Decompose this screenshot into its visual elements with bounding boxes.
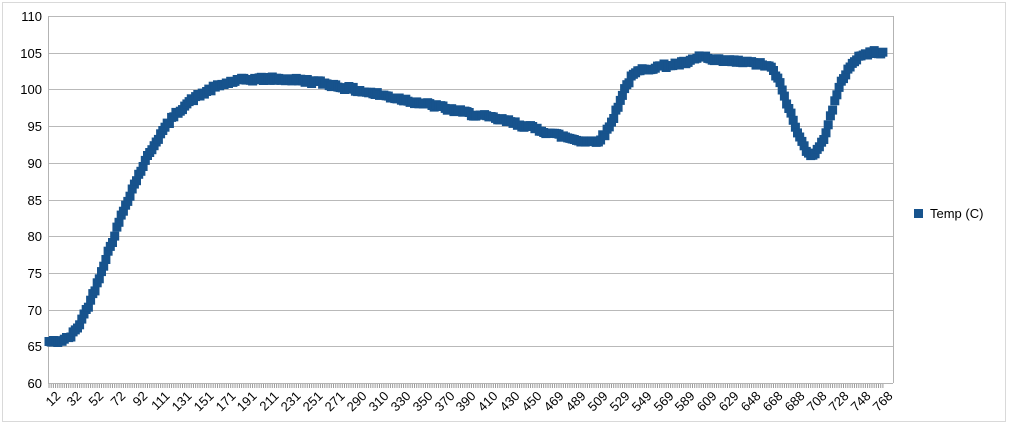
data-point-marker bbox=[779, 91, 789, 101]
y-tick-label: 80 bbox=[28, 229, 42, 244]
data-point-marker bbox=[600, 131, 610, 141]
y-tick-label: 105 bbox=[20, 46, 42, 61]
data-point-marker bbox=[153, 134, 163, 144]
axes bbox=[48, 16, 894, 384]
data-point-marker bbox=[83, 302, 93, 312]
y-tick-label: 110 bbox=[21, 9, 42, 24]
data-point-marker bbox=[615, 95, 625, 105]
data-point-marker bbox=[609, 114, 619, 123]
data-point-marker bbox=[624, 78, 634, 88]
y-tick-label: 60 bbox=[28, 376, 42, 391]
data-point-marker bbox=[66, 332, 76, 342]
data-point-marker bbox=[99, 261, 109, 271]
gridlines bbox=[48, 16, 893, 384]
data-point-marker bbox=[112, 222, 122, 232]
data-point-marker bbox=[118, 206, 128, 216]
data-point-marker bbox=[825, 111, 835, 121]
data-point-marker bbox=[821, 128, 831, 138]
data-point-marker bbox=[136, 166, 146, 176]
data-point-marker bbox=[823, 120, 833, 130]
data-point-marker bbox=[790, 122, 800, 132]
data-point-marker bbox=[814, 142, 824, 152]
y-tick-label: 90 bbox=[28, 156, 42, 171]
legend: Temp (C) bbox=[914, 206, 983, 221]
data-point-marker bbox=[819, 135, 829, 144]
data-point-marker bbox=[786, 108, 796, 118]
data-point-marker bbox=[125, 191, 135, 201]
data-point-marker bbox=[127, 184, 137, 194]
y-tick-label: 70 bbox=[28, 303, 42, 318]
data-point-marker bbox=[784, 104, 794, 113]
data-point-marker bbox=[114, 217, 124, 227]
data-point-marker bbox=[90, 286, 100, 296]
data-point-marker bbox=[604, 122, 614, 132]
data-point-marker bbox=[97, 267, 106, 277]
data-point-marker bbox=[769, 66, 778, 75]
data-point-marker bbox=[108, 238, 117, 247]
data-point-marker bbox=[123, 196, 133, 206]
data-point-marker bbox=[140, 155, 150, 165]
data-point-marker bbox=[613, 102, 623, 112]
data-point-marker bbox=[94, 274, 104, 284]
data-point-marker bbox=[878, 47, 888, 57]
data-point-marker bbox=[75, 320, 85, 330]
data-point-marker bbox=[832, 90, 842, 100]
data-point-marker bbox=[86, 295, 96, 305]
data-point-marker bbox=[775, 78, 785, 88]
data-point-marker bbox=[110, 231, 120, 241]
data-point-marker bbox=[777, 85, 787, 95]
series-temp-markers bbox=[44, 46, 888, 347]
data-point-marker bbox=[834, 82, 844, 92]
legend-series-label: Temp (C) bbox=[930, 206, 984, 221]
legend-marker-swatch bbox=[914, 209, 923, 218]
data-point-marker bbox=[103, 246, 113, 256]
data-point-marker bbox=[617, 90, 627, 100]
y-tick-label: 85 bbox=[28, 193, 42, 208]
data-point-marker bbox=[132, 176, 141, 186]
data-point-marker bbox=[101, 255, 111, 264]
data-point-marker bbox=[828, 105, 838, 115]
data-point-marker bbox=[77, 314, 87, 324]
y-tick-label: 95 bbox=[28, 119, 42, 134]
y-tick-label: 75 bbox=[28, 266, 42, 281]
y-axis-labels: 60 65 70 75 80 85 90 95 100 105 110 bbox=[20, 9, 42, 391]
y-tick-label: 65 bbox=[28, 339, 42, 354]
data-point-marker bbox=[138, 162, 148, 171]
y-tick-label: 100 bbox=[20, 82, 42, 97]
data-point-marker bbox=[830, 96, 840, 106]
data-point-marker bbox=[841, 70, 851, 80]
data-point-marker bbox=[799, 141, 809, 151]
data-point-marker bbox=[164, 119, 174, 128]
x-axis-tick-marks bbox=[48, 384, 884, 388]
data-point-marker bbox=[788, 115, 798, 125]
